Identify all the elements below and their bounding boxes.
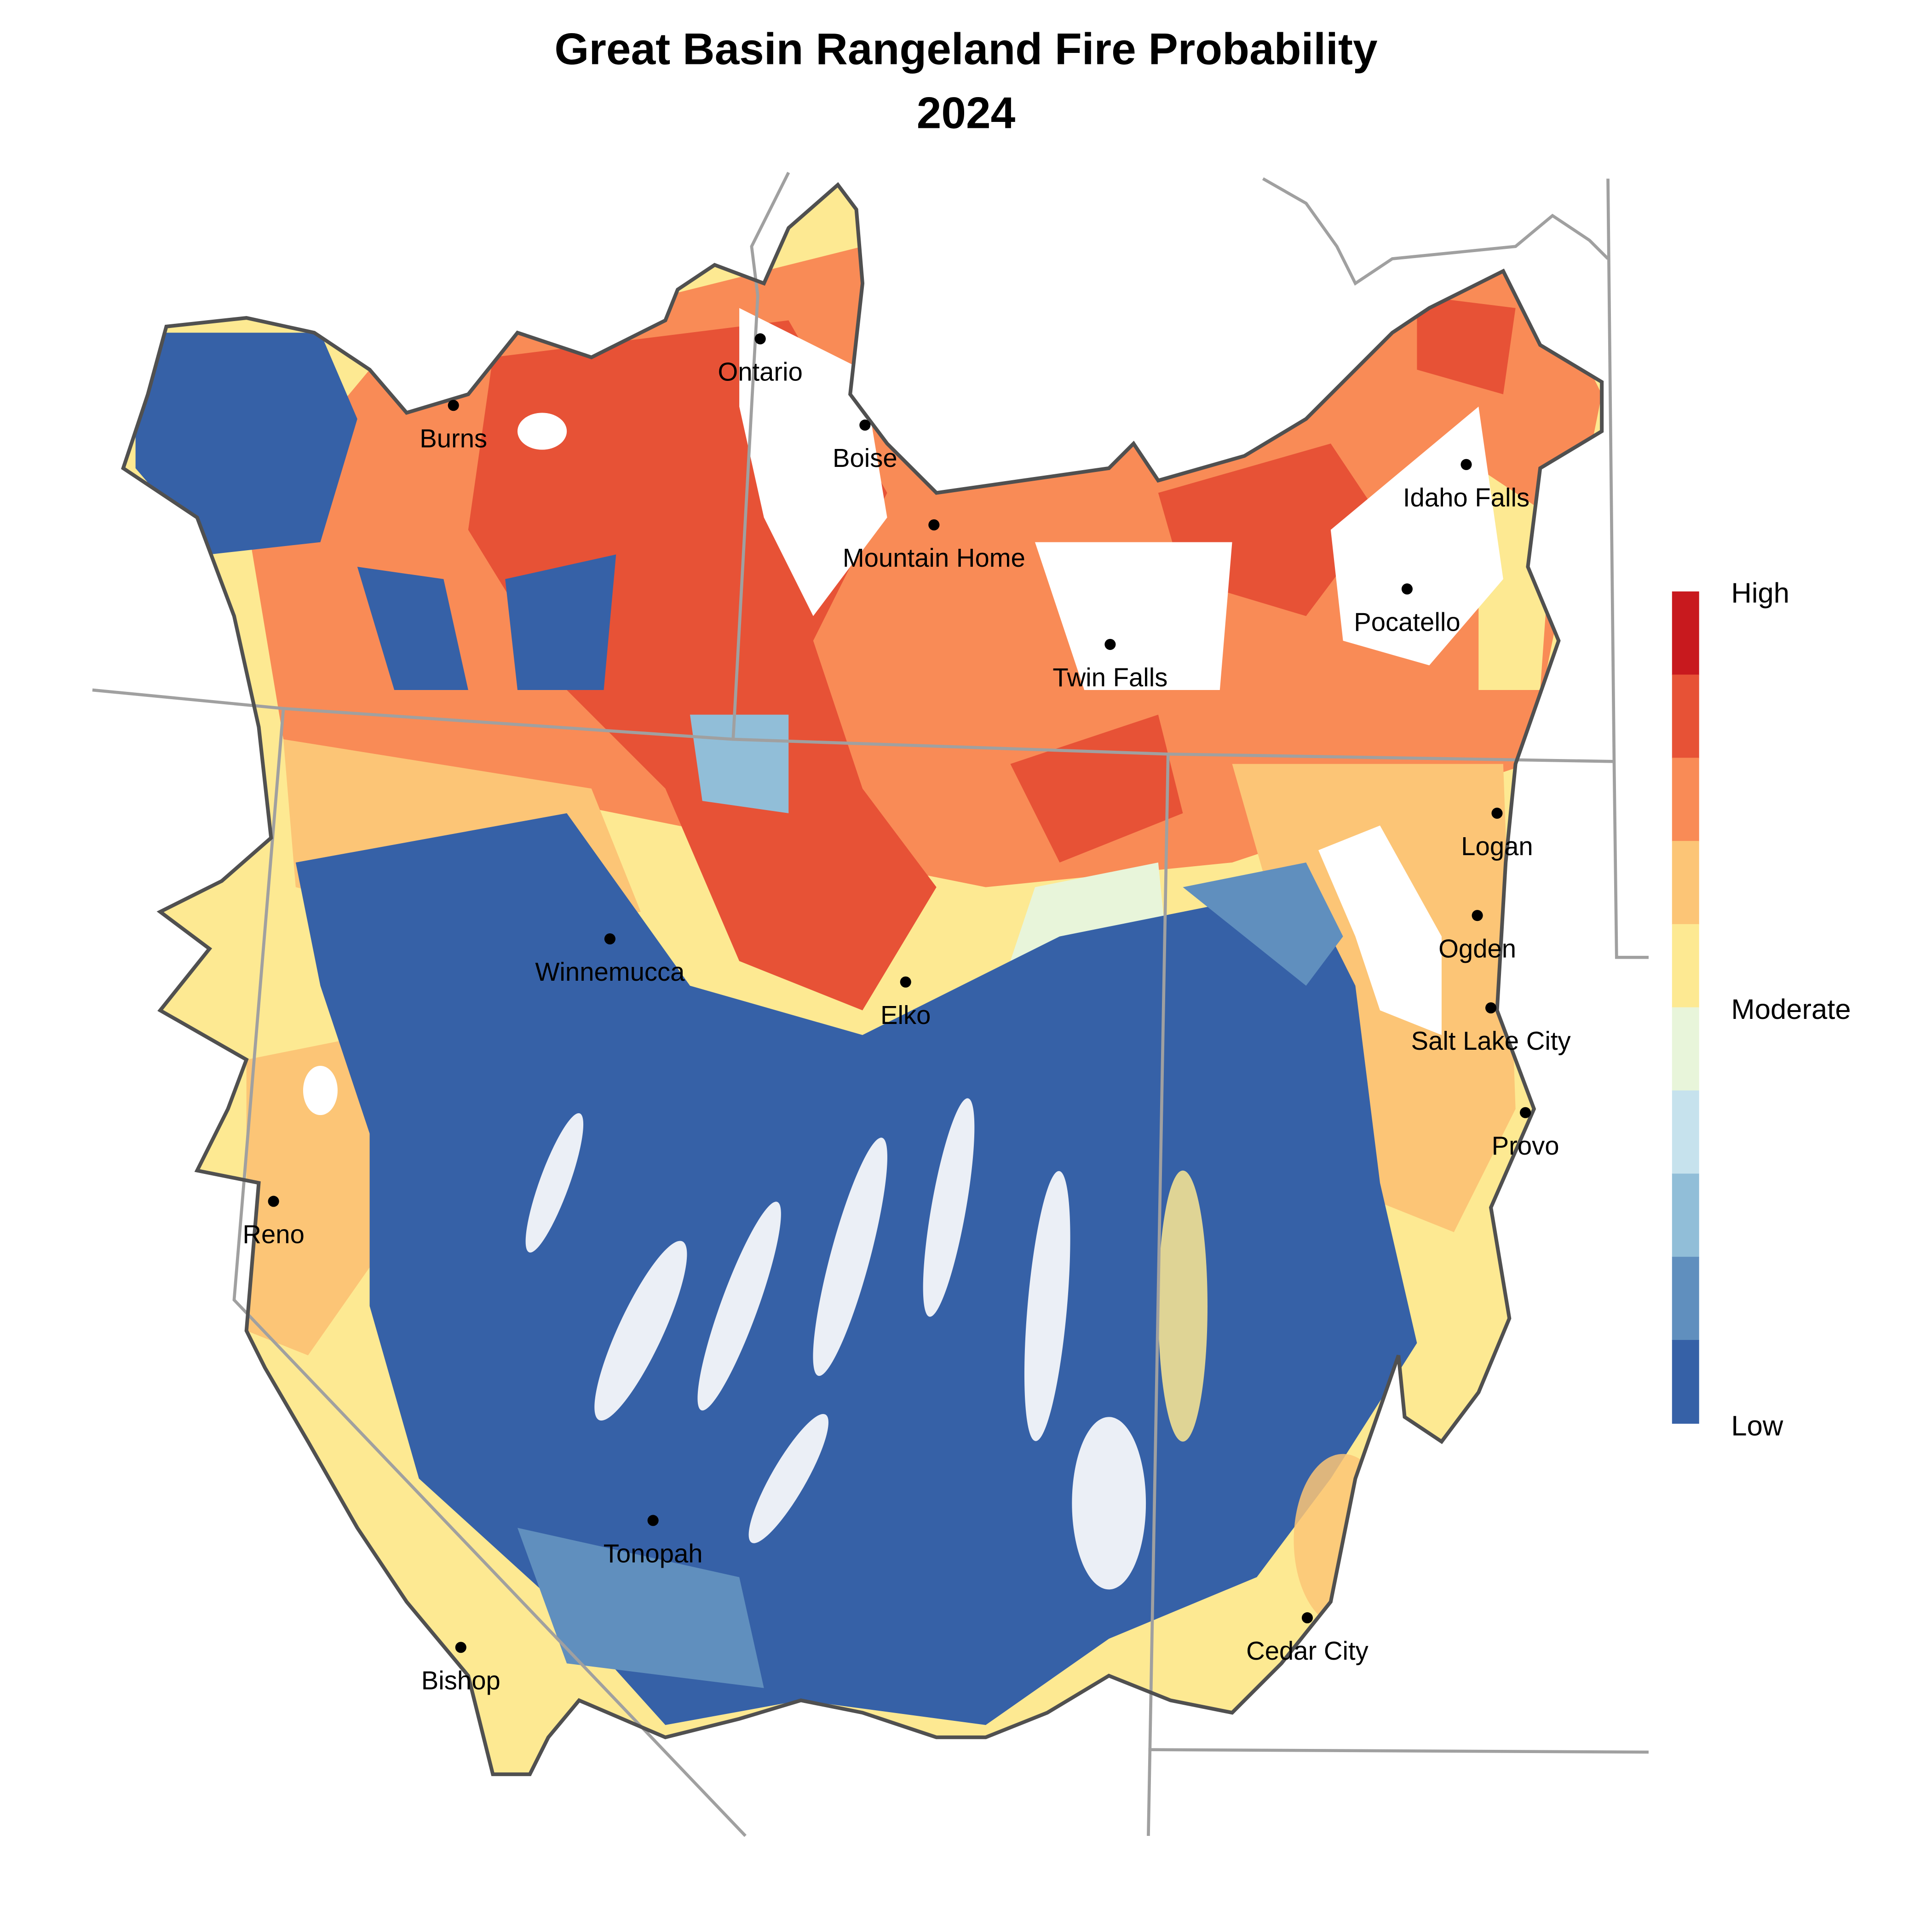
legend-swatch: [1672, 674, 1699, 759]
city-ogden: Ogden: [1438, 910, 1516, 963]
legend-label-low: Low: [1731, 1410, 1783, 1442]
city-label: Salt Lake City: [1411, 1026, 1571, 1055]
map-title-line1: Great Basin Rangeland Fire Probability: [554, 24, 1378, 74]
legend-swatch: [1672, 591, 1699, 675]
city-reno: Reno: [242, 1196, 305, 1249]
city-label: Ogden: [1438, 934, 1516, 963]
legend-swatch: [1672, 1007, 1699, 1091]
city-label: Bishop: [421, 1666, 500, 1695]
city-winnemucca: Winnemucca: [535, 933, 685, 986]
legend-swatch: [1672, 924, 1699, 1008]
city-dot: [754, 333, 766, 345]
city-label: Idaho Falls: [1403, 483, 1530, 512]
city-elko: Elko: [880, 976, 931, 1029]
legend-swatch: [1672, 841, 1699, 925]
city-dot: [900, 976, 911, 988]
city-label: Pocatello: [1354, 607, 1460, 636]
city-provo: Provo: [1492, 1107, 1559, 1160]
city-label: Reno: [242, 1220, 304, 1249]
city-label: Tonopah: [604, 1539, 703, 1568]
city-dot: [647, 1515, 659, 1526]
city-dot: [1491, 807, 1503, 819]
legend-label-high: High: [1731, 577, 1789, 609]
legend-label-moderate: Moderate: [1731, 994, 1851, 1025]
city-label: Cedar City: [1246, 1636, 1369, 1665]
city-dot: [604, 933, 615, 945]
city-logan: Logan: [1461, 807, 1533, 861]
city-dot: [1520, 1107, 1531, 1118]
city-label: Ontario: [718, 357, 802, 386]
legend-swatch: [1672, 1340, 1699, 1424]
city-dot: [1301, 1612, 1313, 1624]
legend-swatch: [1672, 1173, 1699, 1258]
city-tonopah: Tonopah: [604, 1515, 703, 1568]
city-label: Burns: [420, 424, 487, 453]
city-twin-falls: Twin Falls: [1052, 638, 1167, 692]
city-idaho-falls: Idaho Falls: [1403, 459, 1530, 512]
city-label: Mountain Home: [843, 543, 1025, 572]
city-cedar-city: Cedar City: [1246, 1612, 1369, 1665]
city-burns: Burns: [420, 400, 487, 453]
city-dot: [1104, 638, 1116, 650]
city-markers: Ontario Burns Boise Mountain Home Idaho Fall…: [242, 333, 1571, 1695]
city-label: Boise: [833, 443, 897, 472]
city-salt-lake-city: Salt Lake City: [1411, 1002, 1571, 1055]
city-dot: [455, 1642, 466, 1653]
city-mountain-home: Mountain Home: [843, 519, 1025, 572]
city-boise: Boise: [833, 420, 897, 472]
city-pocatello: Pocatello: [1354, 583, 1460, 636]
legend-swatch: [1672, 758, 1699, 842]
city-bishop: Bishop: [421, 1642, 500, 1695]
city-dot: [1485, 1002, 1497, 1014]
city-dot: [1401, 583, 1413, 595]
city-dot: [928, 519, 940, 531]
city-dot: [1460, 459, 1472, 470]
city-label: Twin Falls: [1052, 663, 1167, 692]
city-dot: [859, 420, 871, 431]
legend-colorbar: [1672, 591, 1699, 1424]
legend-swatch: [1672, 1090, 1699, 1174]
city-label: Provo: [1492, 1131, 1559, 1160]
city-dot: [448, 400, 459, 411]
city-label: Logan: [1461, 832, 1533, 861]
city-label: Winnemucca: [535, 957, 685, 986]
city-dot: [268, 1196, 279, 1207]
map-title-line2: 2024: [917, 89, 1016, 138]
city-ontario: Ontario: [718, 333, 803, 386]
legend-swatch: [1672, 1257, 1699, 1341]
city-label: Elko: [880, 1000, 931, 1029]
state-borders: [92, 172, 1649, 1837]
city-dot: [1472, 910, 1483, 921]
